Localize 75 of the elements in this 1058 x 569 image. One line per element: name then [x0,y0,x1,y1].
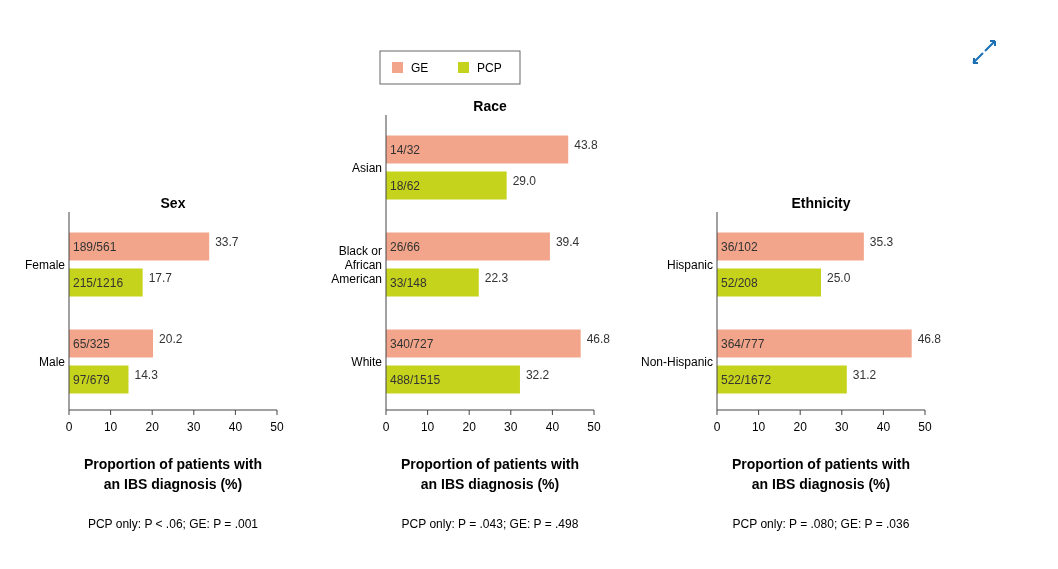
x-tick-label: 40 [228,420,243,434]
data-label: 35.3 [869,234,894,249]
data-label: 46.8 [586,331,611,346]
annotation: 364/777 [721,336,765,351]
bar [69,232,210,261]
data-label: 33.7 [215,234,239,249]
chart-title: Sex [160,195,186,211]
x-tick-label: 30 [835,420,849,434]
data-label: 22.3 [484,270,509,285]
bar [386,268,479,297]
x-tick-label: 40 [876,420,891,434]
x-axis-title: Proportion of patients with an IBS diagnosis (%) [400,456,580,492]
annotation: 65/325 [73,336,111,351]
y-tick-label: Female [24,257,66,272]
x-tick-label: 10 [420,420,435,434]
x-axis-title: Proportion of patients with an IBS diagnosis (%) [731,456,911,492]
annotation: 340/727 [390,336,434,351]
annotation: 36/102 [721,239,759,254]
text: PCP only: P < .06; GE: P = .001 [87,517,259,531]
annotation: 97/679 [73,372,111,387]
y-tick-label: Black or African American [331,243,382,286]
x-tick-label: 0 [382,420,390,434]
bar [386,329,581,358]
annotation: 33/148 [390,275,428,290]
annotation: 18/62 [390,178,421,193]
x-tick-label: 20 [462,420,477,434]
data-label: 17.7 [148,270,173,285]
x-tick-label: 40 [545,420,560,434]
x-tick-label: 50 [918,420,932,434]
legend-label: PCP [477,61,502,75]
annotation: 26/66 [390,239,421,254]
annotation: 488/1515 [390,372,441,387]
x-tick-label: 10 [751,420,766,434]
bar [717,232,864,261]
data-label: 43.8 [574,137,598,152]
bar [386,171,507,200]
x-tick-label: 0 [713,420,721,434]
data-label: 39.4 [555,234,580,249]
x-tick-label: 0 [65,420,73,434]
y-tick-label: White [351,354,383,369]
x-tick-label: 20 [145,420,160,434]
data-label: 46.8 [917,331,942,346]
bar [386,365,520,394]
bar [717,365,847,394]
data-label: 29.0 [512,173,537,188]
x-tick-label: 50 [587,420,601,434]
chart-title: Ethnicity [791,195,851,211]
x-tick-label: 10 [103,420,118,434]
text: PCP only: P = .043; GE: P = .498 [401,517,579,531]
annotation: 52/208 [721,275,759,290]
bar [386,232,550,261]
y-tick-label: Non-Hispanic [640,354,713,369]
annotation: 215/1216 [73,275,124,290]
chart-title: Race [473,98,507,114]
text: PCP only: P = .080; GE: P = .036 [732,517,910,531]
x-axis-title: Proportion of patients with an IBS diagnosis (%) [83,456,263,492]
annotation: 189/561 [73,239,117,254]
data-label: 25.0 [827,270,851,285]
annotation: 522/1672 [721,372,772,387]
annotation: 14/32 [390,142,421,157]
x-tick-label: 50 [270,420,284,434]
legend-label: GE [411,61,429,75]
bar [717,329,912,358]
bar [386,135,569,164]
x-tick-label: 20 [793,420,808,434]
data-label: 14.3 [134,367,159,382]
data-label: 32.2 [525,367,550,382]
x-tick-label: 30 [187,420,201,434]
y-tick-label: Hispanic [666,257,713,272]
bar [717,268,821,297]
x-tick-label: 30 [504,420,518,434]
data-label: 20.2 [159,331,183,346]
y-tick-label: Male [38,354,66,369]
data-label: 31.2 [852,367,877,382]
y-tick-label: Asian [351,160,382,175]
